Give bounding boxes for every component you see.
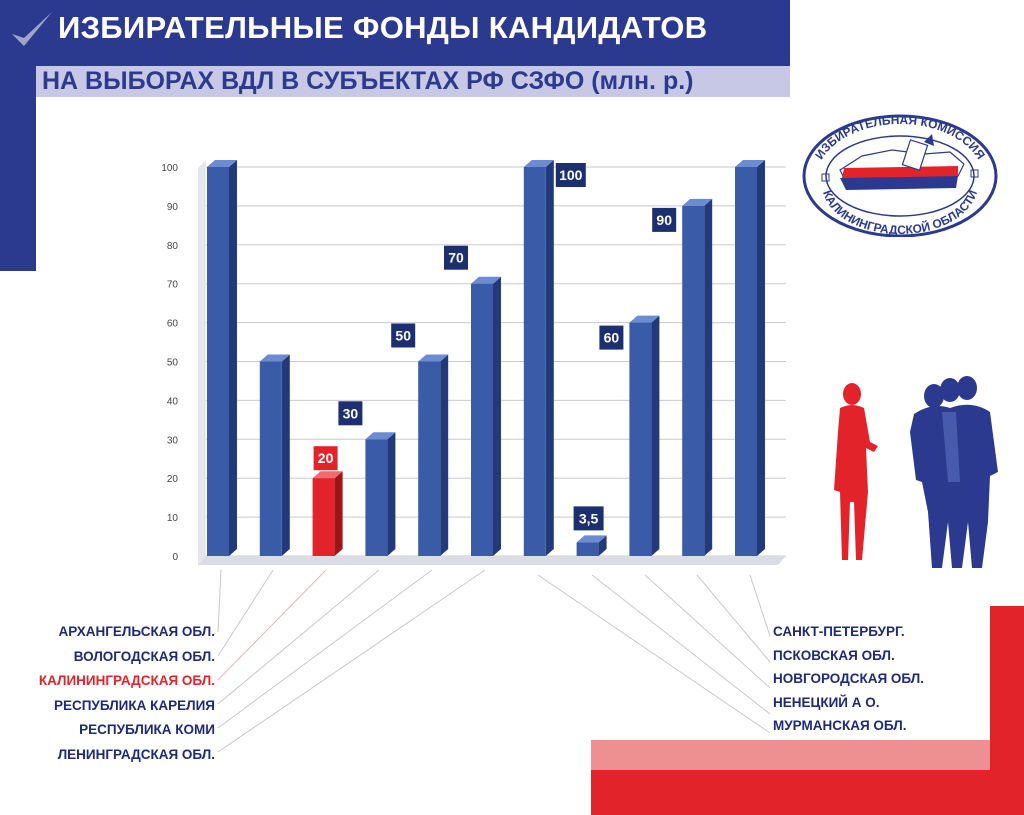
bar-side: [229, 160, 237, 556]
data-label-box: [652, 207, 677, 232]
bar-side: [545, 160, 554, 556]
data-label: 30: [343, 405, 359, 421]
connector-line: [217, 569, 380, 705]
data-label: 20: [318, 450, 334, 466]
bar: [207, 167, 229, 556]
bar-side: [281, 354, 290, 556]
data-label-box: [391, 323, 416, 348]
region-label-right: МУРМАНСКАЯ ОБЛ.: [773, 718, 907, 733]
bar-side: [704, 198, 713, 556]
region-label-right: НЕНЕЦКИЙ А О.: [773, 694, 880, 710]
region-label-right: САНКТ-ПЕТЕРБУРГ.: [773, 624, 905, 639]
bar-top: [576, 535, 607, 543]
bar: [682, 205, 705, 556]
data-label: 90: [656, 212, 672, 228]
title-band: [0, 0, 790, 66]
y-tick-label: 80: [167, 241, 179, 252]
connector-line: [591, 574, 771, 715]
bar: [259, 361, 282, 556]
region-label-left: РЕСПУБЛИКА КАРЕЛИЯ: [53, 697, 215, 713]
y-tick-label: 100: [161, 163, 178, 174]
y-tick-label: 90: [167, 202, 179, 213]
connector-line: [217, 569, 486, 753]
connector-line: [749, 574, 771, 637]
connector-line: [217, 569, 327, 681]
bar: [418, 361, 441, 556]
data-label: 70: [448, 250, 464, 266]
y-tick-label: 20: [167, 474, 179, 485]
region-label-left: РЕСПУБЛИКА КОМИ: [79, 722, 215, 737]
bar-top: [365, 432, 396, 440]
bar-top: [207, 160, 237, 167]
y-tick-label: 40: [167, 396, 179, 407]
data-label-box: [313, 446, 338, 471]
data-label-box: [573, 506, 604, 531]
decor-block-red-bottom: [591, 770, 1024, 815]
data-label: 50: [395, 328, 411, 344]
data-label-box: [599, 325, 624, 350]
region-label-right: ПСКОВСКАЯ ОБЛ.: [773, 647, 895, 663]
bar: [735, 167, 757, 556]
bar-top: [471, 276, 501, 284]
bar-side: [651, 315, 660, 556]
bar-side: [440, 354, 449, 556]
y-tick-label: 10: [167, 513, 179, 524]
bar-side: [387, 432, 396, 556]
connector-line: [217, 569, 274, 657]
bar-side: [493, 276, 501, 556]
connector-line: [696, 574, 771, 663]
y-tick-label: 30: [167, 435, 179, 446]
bar-side: [334, 471, 343, 556]
data-label: 3,5: [579, 510, 599, 526]
data-label: 100: [559, 167, 583, 183]
bar: [576, 542, 599, 556]
bar-side: [757, 160, 765, 556]
y-tick-label: 50: [167, 358, 179, 369]
decor-block-red-right: [990, 606, 1024, 815]
data-label: 60: [604, 330, 620, 346]
bar-top: [418, 354, 449, 362]
region-label-left: ВОЛОГОДСКАЯ ОБЛ.: [73, 648, 215, 664]
region-label-right: НОВГОРОДСКАЯ ОБЛ.: [773, 671, 925, 686]
data-label-box: [444, 245, 468, 270]
bar-top: [682, 198, 713, 206]
bar: [629, 322, 652, 556]
bar: [523, 167, 546, 556]
bar-side: [598, 535, 607, 556]
y-tick-label: 0: [172, 552, 178, 563]
subtitle-band: [36, 66, 790, 97]
data-label-box: [338, 401, 363, 426]
checkmark-icon: [12, 12, 52, 46]
election-commission-logo: ИЗБИРАТЕЛЬНАЯ КОМИССИЯ КАЛИНИНГРАДСКОЙ О…: [802, 113, 998, 237]
connector-line: [217, 569, 222, 633]
y-tick-label: 60: [167, 319, 179, 330]
region-label-left: АРХАНГЕЛЬСКАЯ ОБЛ.: [58, 624, 215, 639]
page-title: ИЗБИРАТЕЛЬНЫЕ ФОНДЫ КАНДИДАТОВ: [58, 10, 708, 45]
axis-floor: [198, 556, 786, 565]
connector-line: [537, 574, 771, 734]
connector-line: [644, 574, 771, 689]
data-label-box: [555, 163, 586, 187]
bar: [471, 283, 493, 556]
bar-top: [259, 354, 290, 362]
decor-block-light-red: [591, 740, 990, 770]
region-label-left: КАЛИНИНГРАДСКАЯ ОБЛ.: [38, 673, 215, 688]
people-silhouettes-icon: [834, 376, 998, 568]
bar-top: [735, 160, 765, 167]
bar: [365, 439, 388, 556]
connector-line: [217, 569, 433, 729]
page-subtitle: НА ВЫБОРАХ ВДЛ В СУБЪЕКТАХ РФ СЗФО (млн.…: [42, 67, 694, 95]
bar-top: [523, 160, 554, 167]
bar-top: [312, 471, 343, 479]
bar-top: [629, 315, 660, 323]
y-tick-label: 70: [167, 280, 179, 291]
bar: [312, 478, 335, 556]
region-label-left: ЛЕНИНГРАДСКАЯ ОБЛ.: [57, 746, 215, 762]
axis-side-panel: [198, 160, 206, 565]
